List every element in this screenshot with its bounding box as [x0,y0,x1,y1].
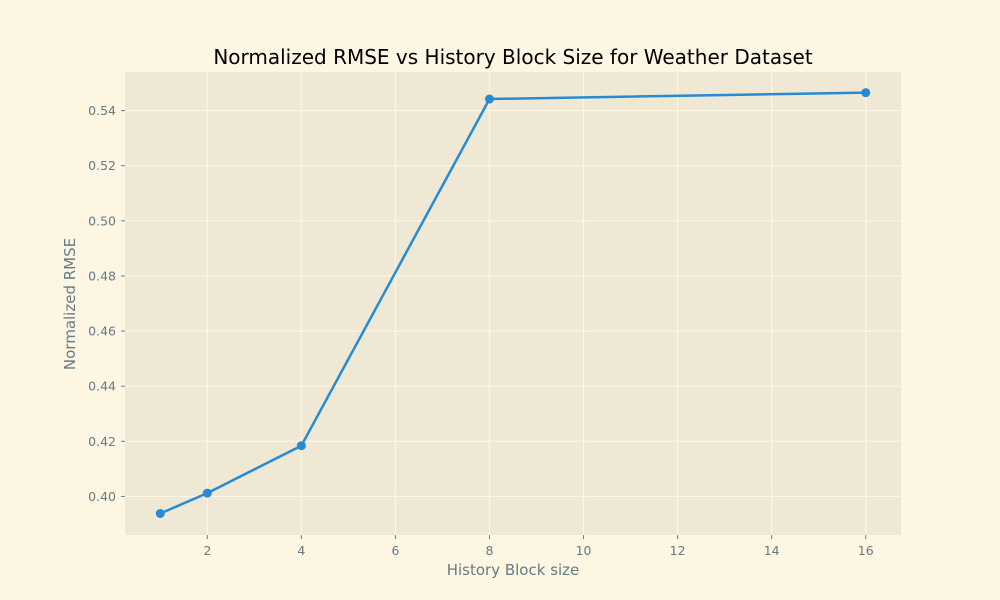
y-tick-label: 0.54 [88,103,116,118]
data-point [484,94,494,104]
y-axis-label: Normalized RMSE [61,238,79,370]
y-tick-label: 0.42 [88,434,116,449]
data-point [861,88,871,98]
y-tick-label: 0.44 [88,379,116,394]
data-point [296,441,306,451]
y-tick-label: 0.52 [88,158,116,173]
x-tick-label: 2 [203,543,211,558]
plot-area [125,72,901,535]
y-tick-label: 0.46 [88,324,116,339]
x-tick-label: 6 [391,543,399,558]
x-tick-label: 4 [297,543,305,558]
chart-title: Normalized RMSE vs History Block Size fo… [213,45,813,69]
tick-layer: 2 4 6 8 10 12 14 16 0.40 0.42 0.44 0.46 0.48 0.50 0.52… [88,103,874,558]
data-point [155,509,165,519]
data-point [202,488,212,498]
x-tick-label: 8 [486,543,494,558]
series-layer [155,88,871,519]
y-tick-label: 0.50 [88,213,116,228]
grid-layer [125,72,901,535]
x-axis-label: History Block size [447,561,580,579]
y-tick-label: 0.48 [88,268,116,283]
x-tick-label: 14 [764,543,780,558]
x-tick-label: 10 [576,543,592,558]
x-tick-label: 12 [670,543,686,558]
y-tick-label: 0.40 [88,489,116,504]
x-tick-label: 16 [858,543,874,558]
